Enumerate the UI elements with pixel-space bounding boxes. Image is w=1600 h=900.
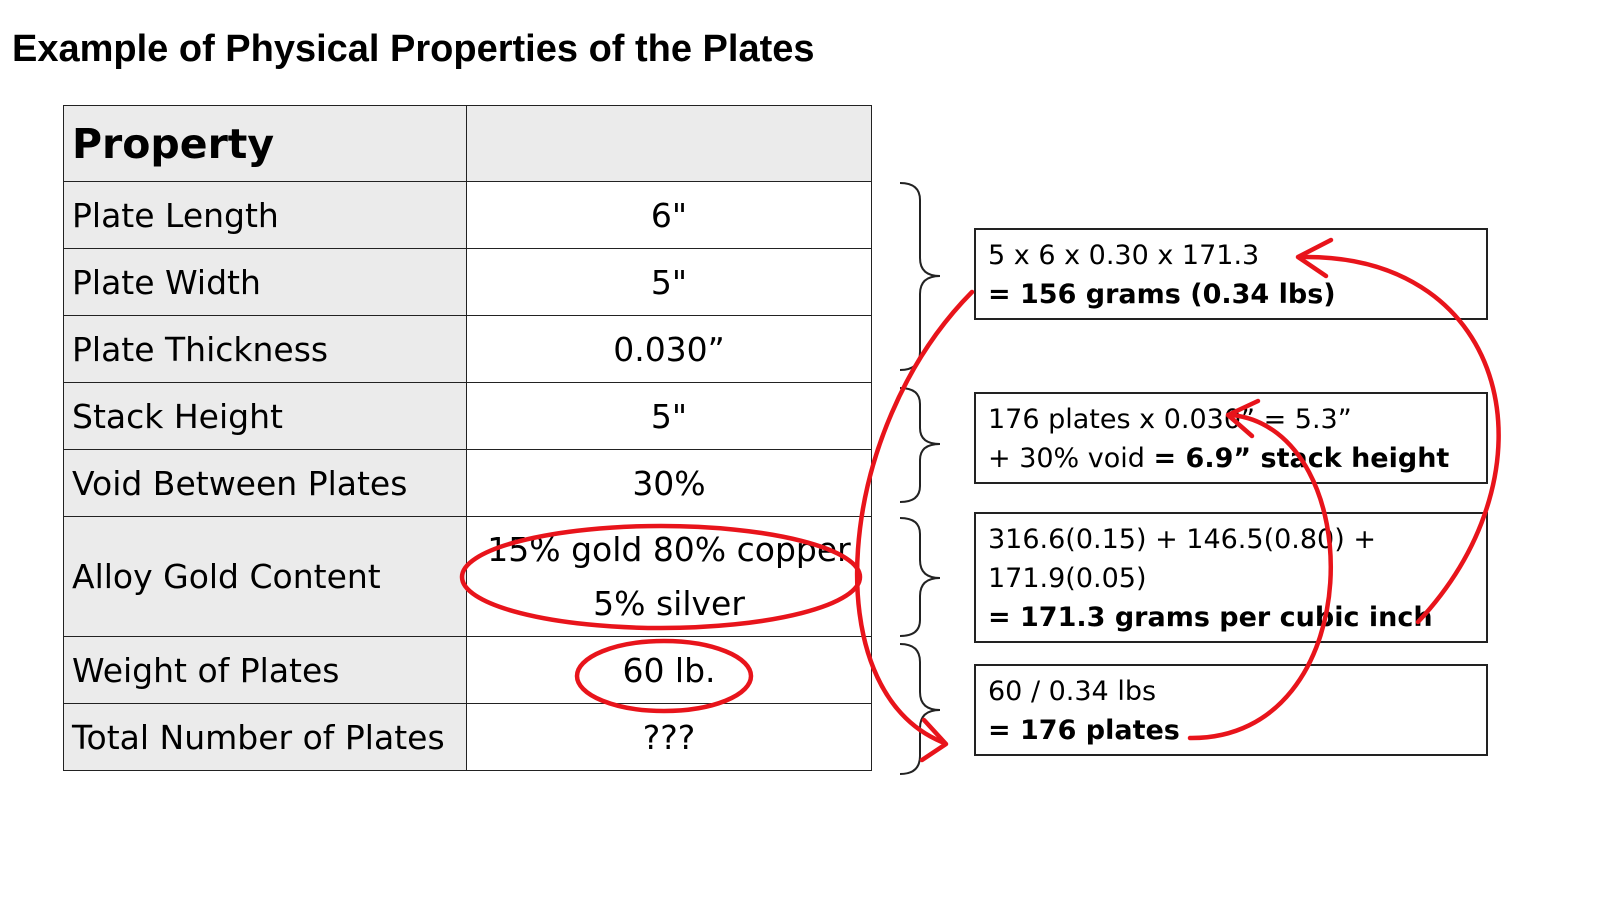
arrowhead bbox=[919, 717, 949, 763]
table-row: Plate Thickness 0.030” bbox=[63, 315, 872, 383]
table-row: Plate Width 5" bbox=[63, 248, 872, 316]
brace-plate-count bbox=[899, 643, 941, 775]
row-value-weight: 60 lb. bbox=[466, 636, 872, 704]
row-label: Stack Height bbox=[63, 382, 467, 450]
brace-alloy-density bbox=[899, 517, 941, 637]
row-label: Total Number of Plates bbox=[63, 703, 467, 771]
row-label: Plate Length bbox=[63, 181, 467, 249]
row-value: 5" bbox=[466, 248, 872, 316]
row-value: 0.030” bbox=[466, 315, 872, 383]
calc-result: = 156 grams (0.34 lbs) bbox=[988, 279, 1336, 310]
arrow-plate-weight-to-count bbox=[854, 289, 975, 745]
table-row: Plate Length 6" bbox=[63, 181, 872, 249]
row-label: Alloy Gold Content bbox=[63, 516, 467, 637]
row-label: Plate Width bbox=[63, 248, 467, 316]
calc-line: 5 x 6 x 0.30 x 171.3 bbox=[988, 240, 1260, 271]
table-row: Stack Height 5" bbox=[63, 382, 872, 450]
brace-plate-weight bbox=[899, 182, 941, 371]
header-value bbox=[466, 105, 872, 182]
calc-line: 316.6(0.15) + 146.5(0.80) + bbox=[988, 524, 1376, 555]
header-property: Property bbox=[63, 105, 467, 182]
table-row: Void Between Plates 30% bbox=[63, 449, 872, 517]
brace-stack-height bbox=[899, 387, 941, 503]
row-value: 30% bbox=[466, 449, 872, 517]
calc-line: 60 / 0.34 lbs bbox=[988, 676, 1157, 707]
table-row: Total Number of Plates ??? bbox=[63, 703, 872, 771]
row-label: Void Between Plates bbox=[63, 449, 467, 517]
calc-line: 176 plates x 0.030” = 5.3” bbox=[988, 404, 1352, 435]
row-value: 6" bbox=[466, 181, 872, 249]
table-row: Weight of Plates 60 lb. bbox=[63, 636, 872, 704]
calc-line: + 30% void bbox=[988, 443, 1154, 474]
calc-box-alloy-density: 316.6(0.15) + 146.5(0.80) + 171.9(0.05) … bbox=[974, 512, 1488, 643]
calc-result: = 6.9” stack height bbox=[1153, 443, 1450, 474]
properties-table: Property Plate Length 6" Plate Width 5" … bbox=[63, 105, 872, 771]
calc-result: = 176 plates bbox=[988, 715, 1180, 746]
calc-box-plate-count: 60 / 0.34 lbs = 176 plates bbox=[974, 664, 1488, 756]
page-title: Example of Physical Properties of the Pl… bbox=[12, 28, 815, 70]
calc-result: = 171.3 grams per cubic inch bbox=[988, 602, 1433, 633]
calc-box-plate-weight: 5 x 6 x 0.30 x 171.3 = 156 grams (0.34 l… bbox=[974, 228, 1488, 320]
row-label: Plate Thickness bbox=[63, 315, 467, 383]
calc-line: 171.9(0.05) bbox=[988, 563, 1147, 594]
row-value-total: ??? bbox=[466, 703, 872, 771]
row-label: Weight of Plates bbox=[63, 636, 467, 704]
row-value-alloy: 15% gold 80% copper 5% silver bbox=[466, 516, 872, 637]
row-value: 5" bbox=[466, 382, 872, 450]
calc-box-stack-height: 176 plates x 0.030” = 5.3” + 30% void = … bbox=[974, 392, 1488, 484]
table-header-row: Property bbox=[63, 105, 872, 182]
table-row: Alloy Gold Content 15% gold 80% copper 5… bbox=[63, 516, 872, 637]
